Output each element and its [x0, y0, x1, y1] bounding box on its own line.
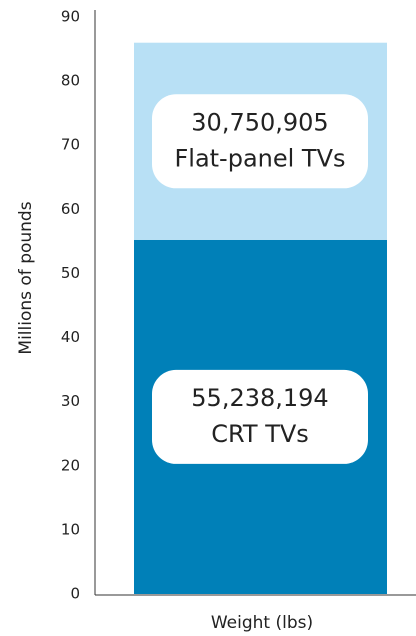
y-tick-label: 20	[61, 456, 80, 474]
y-tick-label: 90	[61, 8, 80, 26]
label-box	[152, 369, 368, 464]
series-name: CRT TVs	[211, 420, 309, 448]
y-tick-label: 80	[61, 72, 80, 90]
data-label: 30,750,905	[191, 108, 328, 136]
x-axis-title: Weight (lbs)	[211, 613, 313, 633]
y-tick-label: 10	[61, 520, 80, 538]
y-tick-label: 50	[61, 264, 80, 282]
data-label: 55,238,194	[191, 384, 328, 412]
series-name: Flat-panel TVs	[174, 144, 345, 172]
y-axis-title: Millions of pounds	[16, 201, 36, 354]
label-box	[152, 94, 368, 189]
y-tick-label: 30	[61, 392, 80, 410]
y-tick-label: 0	[70, 585, 80, 603]
y-tick-label: 70	[61, 136, 80, 154]
y-tick-label: 40	[61, 328, 80, 346]
y-tick-label: 60	[61, 200, 80, 218]
